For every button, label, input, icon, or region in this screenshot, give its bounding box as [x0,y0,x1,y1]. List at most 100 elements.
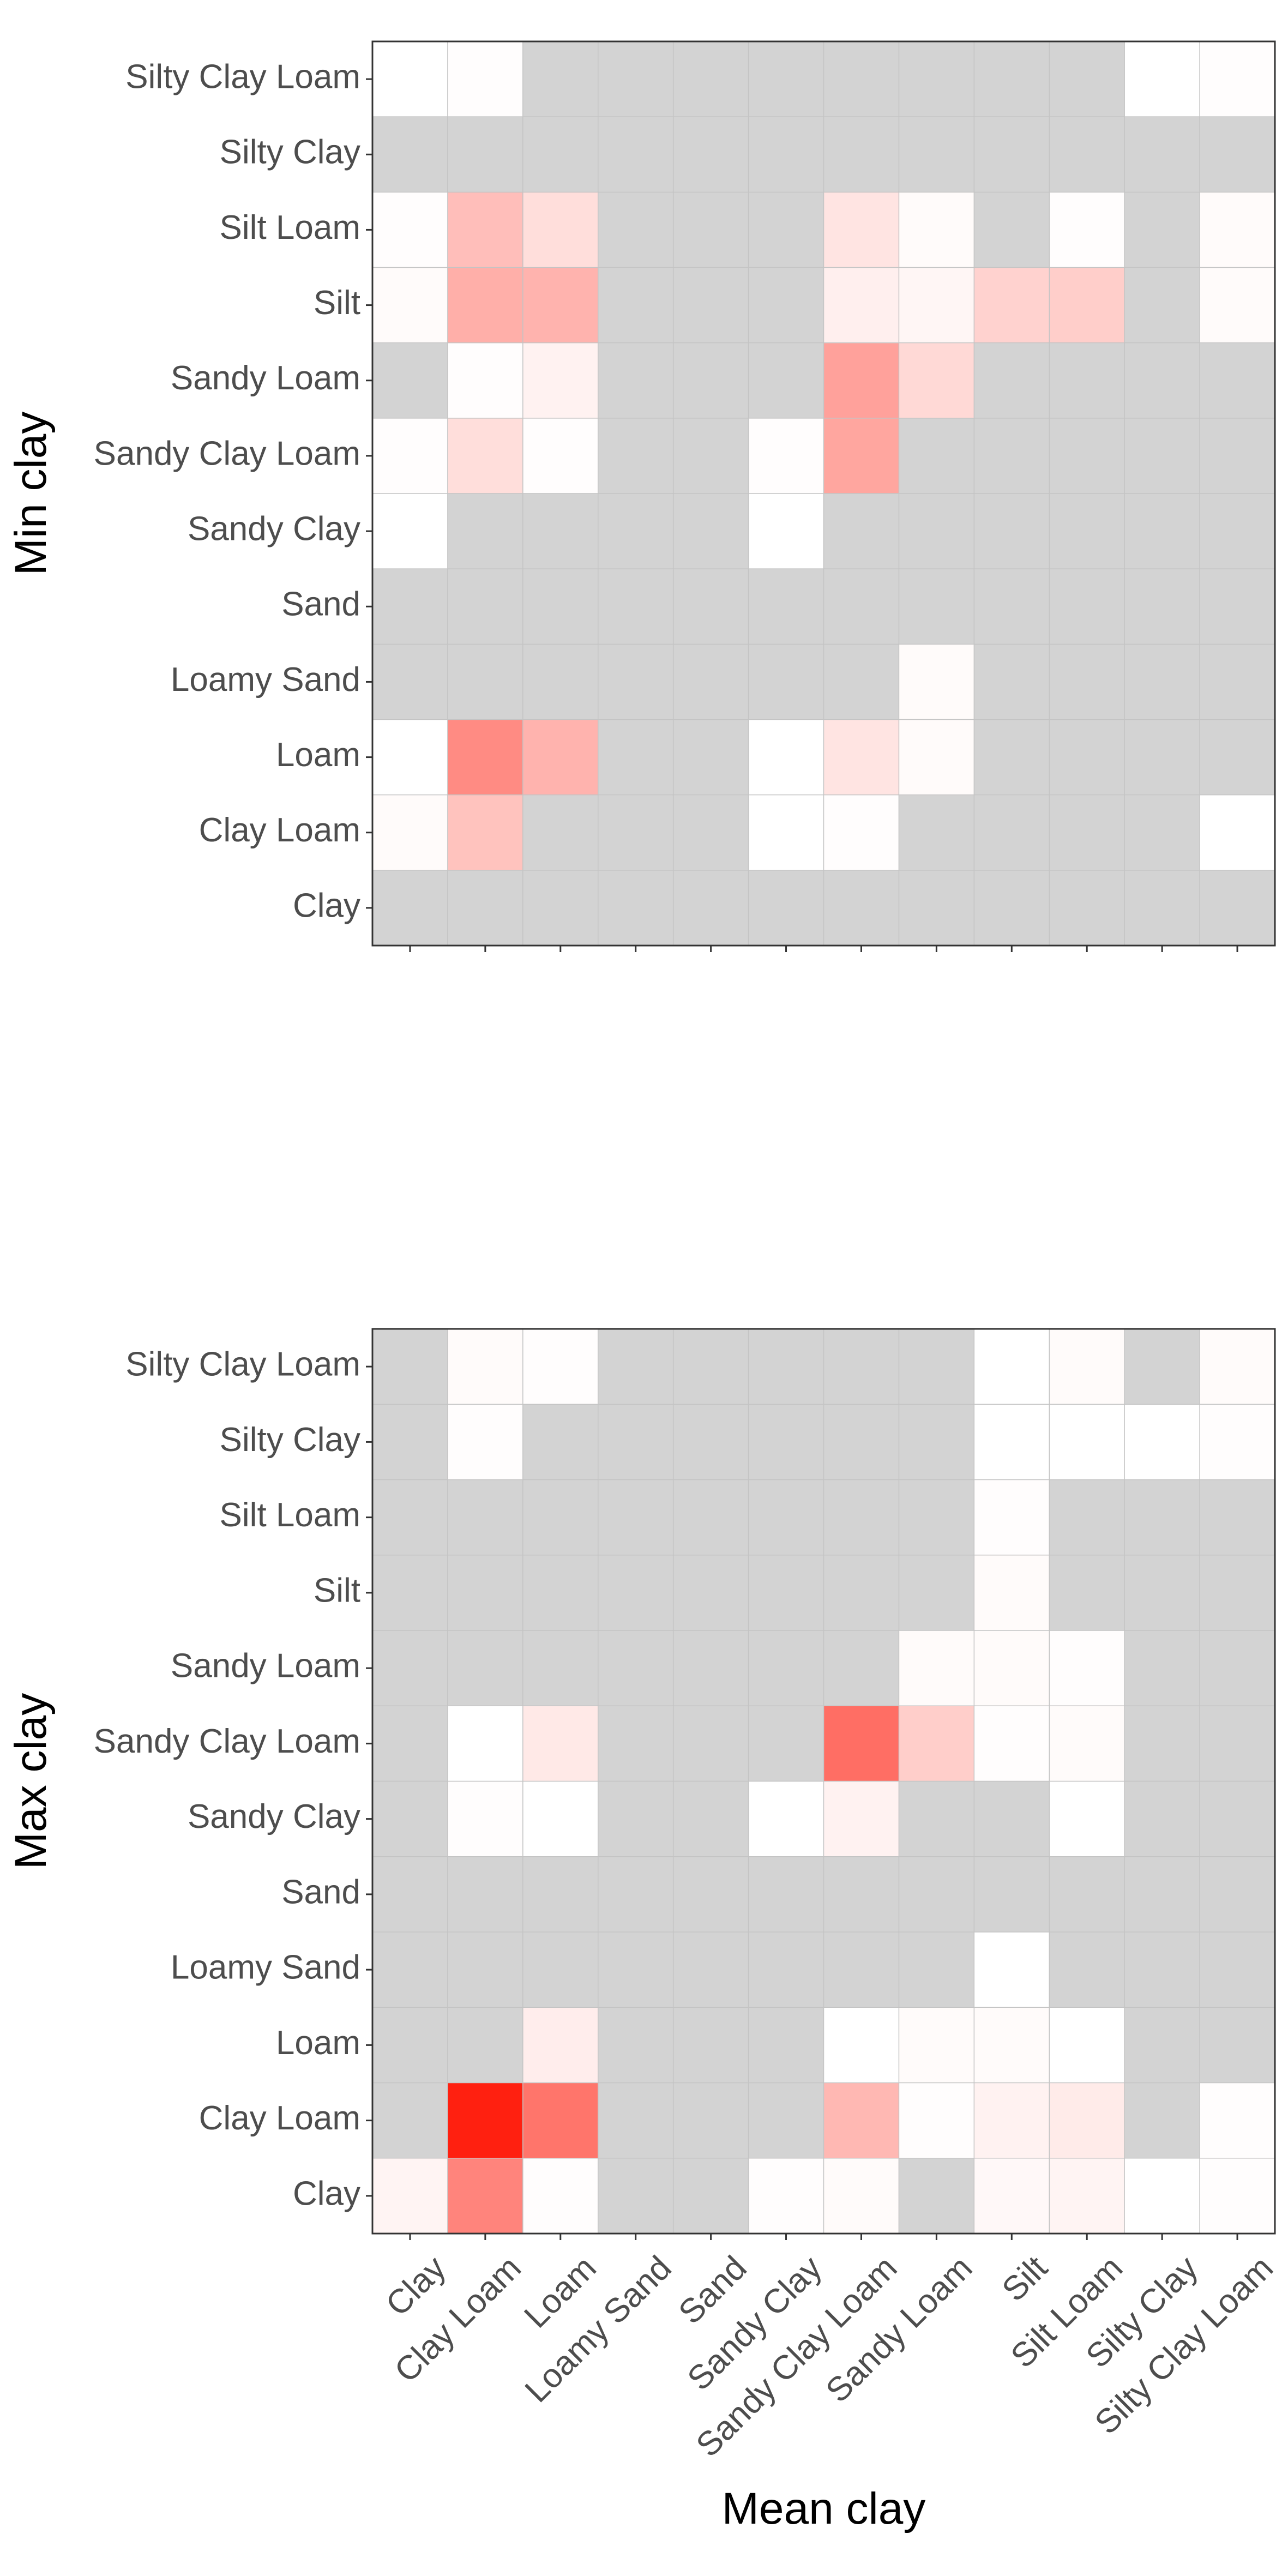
max-clay-cell-silty-clay-x-silt-loam [1049,1404,1125,1480]
max-clay-panel: Clay Clay Loam Loam Loamy Sand Sand Sandy Cla… [6,1328,1280,2533]
max-clay-cell-loam-x-silty-clay-loam [1200,2007,1275,2083]
min-clay-cells [372,41,1275,946]
min-clay-cell-sandy-clay-loam-x-sandy-clay-loam [823,418,899,494]
max-clay-cell-silty-clay-loam-x-silt-loam [1049,1329,1125,1405]
max-clay-y-tick-loamy-sand: Loamy Sand [171,1949,360,1987]
max-clay-cell-sandy-clay-loam-x-sandy-clay-loam [823,1706,899,1781]
max-clay-cell-sandy-clay-x-sandy-clay [748,1781,824,1857]
min-clay-cell-silt-x-sandy-loam [899,267,974,344]
min-clay-y-tick-clay: Clay [293,887,360,924]
min-clay-y-tick-sandy-loam: Sandy Loam [171,359,360,397]
min-clay-cell-sand-x-clay-loam [447,569,523,645]
min-clay-cell-silty-clay-x-silty-clay-loam [1200,117,1275,192]
max-clay-cell-sandy-clay-loam-x-loam [522,1706,599,1781]
max-clay-cell-silty-clay-x-silt [974,1404,1050,1480]
max-clay-y-tick-silt-loam: Silt Loam [220,1496,360,1534]
min-clay-cell-loamy-sand-x-sandy-clay-loam [823,644,899,720]
min-clay-cell-sandy-clay-x-clay-loam [447,493,523,569]
min-clay-cell-silt-loam-x-sandy-clay [748,192,824,268]
max-clay-cell-sand-x-silt [974,1856,1050,1933]
min-clay-cell-silt-loam-x-silt-loam [1049,192,1125,268]
max-clay-y-ticks: Clay Clay Loam Loam Loamy Sand Sand Sandy Cla… [94,1346,372,2212]
max-clay-cell-sandy-clay-x-clay [372,1781,448,1857]
min-clay-cell-loamy-sand-x-sandy-clay [748,644,824,720]
max-clay-cell-sandy-clay-loam-x-sandy-clay [748,1706,824,1781]
min-clay-cell-silty-clay-loam-x-sandy-clay [748,41,824,117]
min-clay-cell-sandy-loam-x-clay [372,342,448,419]
max-clay-cell-silty-clay-loam-x-sand [673,1329,749,1405]
max-clay-y-tick-silty-clay-loam: Silty Clay Loam [125,1346,360,1383]
max-clay-cell-silt-x-clay [372,1555,448,1631]
max-clay-cell-sandy-loam-x-loam [522,1630,599,1706]
max-clay-cell-silty-clay-loam-x-silt [974,1329,1050,1405]
max-clay-cell-sandy-loam-x-silt-loam [1049,1630,1125,1706]
max-clay-cell-loam-x-silt-loam [1049,2007,1125,2083]
max-clay-cell-sandy-loam-x-sandy-clay [748,1630,824,1706]
min-clay-cell-silt-loam-x-sand [673,192,749,268]
max-clay-cell-loam-x-silt [974,2007,1050,2083]
min-clay-cell-loam-x-sandy-clay [748,719,824,796]
max-clay-cell-loamy-sand-x-loam [522,1932,599,2008]
max-clay-cell-clay-loam-x-clay [372,2083,448,2159]
min-clay-cell-sandy-loam-x-silt [974,342,1050,419]
max-clay-cell-clay-x-sandy-loam [899,2158,974,2234]
max-clay-cell-clay-loam-x-loamy-sand [598,2083,674,2159]
min-clay-y-tick-loam: Loam [276,736,360,774]
max-clay-cell-loam-x-sand [673,2007,749,2083]
min-clay-cell-silt-x-silt-loam [1049,267,1125,344]
min-clay-cell-silt-loam-x-silty-clay [1124,192,1200,268]
min-clay-cell-sandy-loam-x-silty-clay-loam [1200,342,1275,419]
max-clay-cell-silty-clay-x-sandy-clay [748,1404,824,1480]
max-clay-cell-silt-loam-x-silty-clay [1124,1479,1200,1556]
max-clay-cell-sandy-loam-x-silt [974,1630,1050,1706]
min-clay-cell-loam-x-loam [522,719,599,796]
max-clay-cell-loamy-sand-x-clay-loam [447,1932,523,2008]
max-clay-cell-sandy-loam-x-sand [673,1630,749,1706]
max-clay-cell-sandy-clay-loam-x-silty-clay-loam [1200,1706,1275,1781]
min-clay-cell-silt-x-sandy-clay [748,267,824,344]
min-clay-cell-silt-loam-x-clay [372,192,448,268]
min-clay-cell-silt-loam-x-silt [974,192,1050,268]
min-clay-cell-loam-x-sandy-loam [899,719,974,796]
min-clay-cell-clay-x-loam [522,870,599,946]
max-clay-cell-silt-x-silt [974,1555,1050,1631]
min-clay-cell-silty-clay-x-sandy-clay [748,117,824,192]
max-clay-cell-silty-clay-loam-x-clay [372,1329,448,1405]
max-clay-cell-loam-x-sandy-clay-loam [823,2007,899,2083]
max-clay-cell-loam-x-sandy-clay [748,2007,824,2083]
min-clay-cell-silty-clay-x-sand [673,117,749,192]
min-clay-cell-silt-x-loam [522,267,599,344]
min-clay-cell-silty-clay-x-sandy-loam [899,117,974,192]
max-clay-x-tick-silt: Silt [995,2249,1055,2309]
max-clay-cell-clay-loam-x-sandy-clay [748,2083,824,2159]
max-clay-cell-clay-loam-x-silt [974,2083,1050,2159]
min-clay-cell-loam-x-sand [673,719,749,796]
min-clay-cell-loamy-sand-x-silty-clay [1124,644,1200,720]
max-clay-cell-clay-loam-x-silt-loam [1049,2083,1125,2159]
min-clay-cell-clay-x-silty-clay-loam [1200,870,1275,946]
max-clay-cell-silty-clay-loam-x-sandy-clay [748,1329,824,1405]
min-clay-cell-silty-clay-loam-x-sandy-clay-loam [823,41,899,117]
min-clay-cell-clay-loam-x-sandy-loam [899,795,974,871]
min-clay-cell-sandy-clay-x-silt [974,493,1050,569]
max-clay-cell-silty-clay-x-loamy-sand [598,1404,674,1480]
min-clay-cell-clay-loam-x-clay [372,795,448,871]
max-clay-y-tick-sandy-loam: Sandy Loam [171,1647,360,1685]
min-clay-cell-sand-x-loam [522,569,599,645]
min-clay-cell-loamy-sand-x-clay [372,644,448,720]
min-clay-cell-sandy-clay-x-sandy-loam [899,493,974,569]
min-clay-cell-clay-loam-x-loamy-sand [598,795,674,871]
min-clay-cell-silty-clay-loam-x-loam [522,41,599,117]
min-clay-cell-sandy-clay-loam-x-sandy-loam [899,418,974,494]
min-clay-cell-sandy-clay-loam-x-sandy-clay [748,418,824,494]
max-clay-cell-silt-loam-x-sandy-clay-loam [823,1479,899,1556]
max-clay-panel-border [371,1328,1276,2235]
min-clay-cell-sand-x-sand [673,569,749,645]
min-clay-cell-silty-clay-loam-x-silty-clay-loam [1200,41,1275,117]
max-clay-cell-silty-clay-loam-x-sandy-loam [899,1329,974,1405]
min-clay-cell-loam-x-sandy-clay-loam [823,719,899,796]
max-clay-cell-sandy-clay-x-silt-loam [1049,1781,1125,1857]
max-clay-cell-silty-clay-x-clay [372,1404,448,1480]
min-clay-y-ticks: Clay Clay Loam Loam Loamy Sand Sand Sandy Cla… [94,58,372,924]
min-clay-cell-sandy-loam-x-sand [673,342,749,419]
